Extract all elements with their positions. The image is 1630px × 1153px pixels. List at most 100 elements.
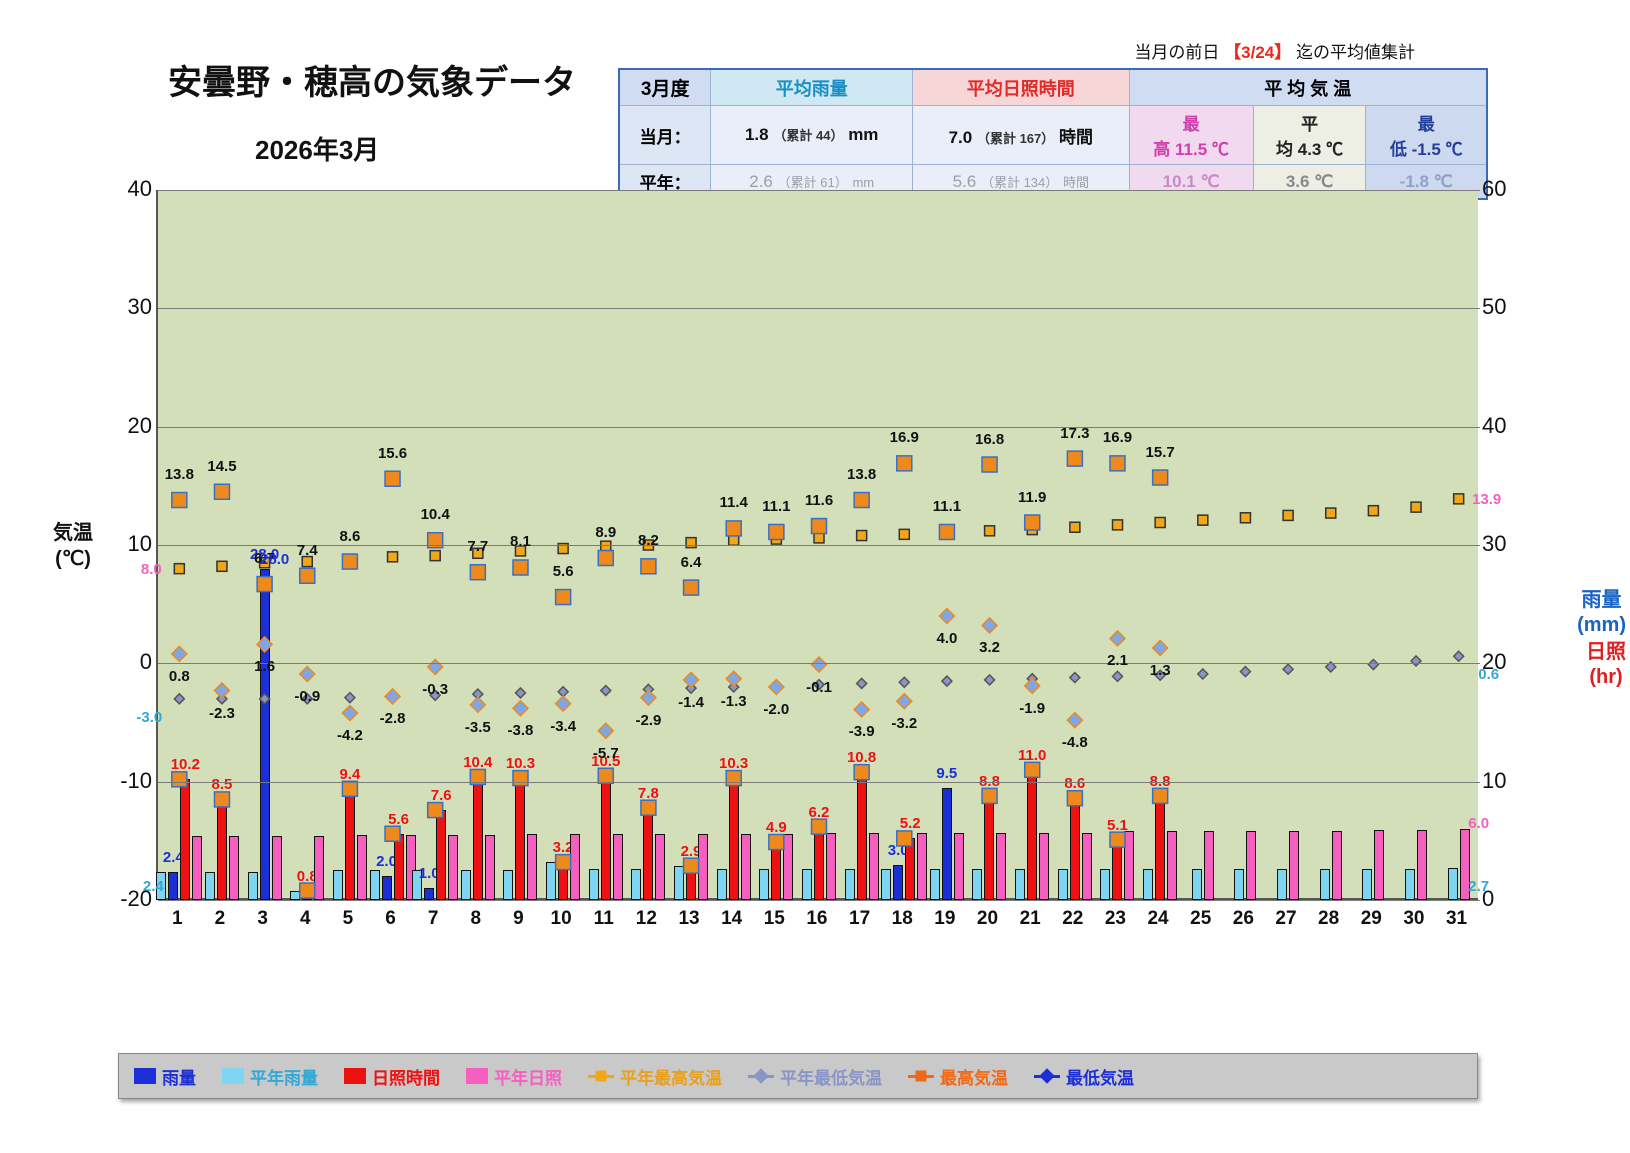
min-temp-marker-day-13[interactable] (684, 672, 699, 687)
avg-max-temp-marker-day-28[interactable] (1326, 508, 1336, 518)
sun-temp-overlay-line-marker-day-5[interactable] (342, 781, 357, 796)
min-temp-marker-day-21[interactable] (1025, 678, 1040, 693)
min-temp-marker-day-24[interactable] (1153, 640, 1168, 655)
avg-min-temp-marker-day-11[interactable] (601, 686, 611, 696)
avg-max-temp-marker-day-7[interactable] (430, 551, 440, 561)
sun-temp-overlay-line-marker-day-23[interactable] (1110, 832, 1125, 847)
avg-max-temp-marker-day-26[interactable] (1240, 513, 1250, 523)
min-temp-marker-day-5[interactable] (342, 706, 357, 721)
max-temp-marker-day-9[interactable] (513, 560, 528, 575)
avg-max-temp-marker-day-29[interactable] (1368, 506, 1378, 516)
max-temp-marker-day-6[interactable] (385, 471, 400, 486)
sun-temp-overlay-line-marker-day-4[interactable] (300, 883, 315, 898)
min-temp-marker-day-18[interactable] (897, 694, 912, 709)
max-temp-marker-day-21[interactable] (1025, 515, 1040, 530)
avg-min-temp-marker-day-19[interactable] (942, 676, 952, 686)
min-temp-marker-day-1[interactable] (172, 646, 187, 661)
sun-temp-overlay-line-marker-day-9[interactable] (513, 771, 528, 786)
min-temp-marker-day-22[interactable] (1067, 713, 1082, 728)
max-temp-marker-day-2[interactable] (214, 484, 229, 499)
avg-max-temp-marker-day-25[interactable] (1198, 515, 1208, 525)
avg-max-temp-marker-day-30[interactable] (1411, 502, 1421, 512)
avg-min-temp-marker-day-5[interactable] (345, 693, 355, 703)
avg-min-temp-marker-day-27[interactable] (1283, 664, 1293, 674)
avg-min-temp-marker-day-23[interactable] (1113, 671, 1123, 681)
sun-temp-overlay-line-marker-day-13[interactable] (684, 858, 699, 873)
sun-temp-overlay-line-marker-day-7[interactable] (428, 803, 443, 818)
avg-min-temp-marker-day-22[interactable] (1070, 673, 1080, 683)
max-temp-marker-day-4[interactable] (300, 568, 315, 583)
sun-temp-overlay-line-marker-day-12[interactable] (641, 800, 656, 815)
avg-max-temp-marker-day-14[interactable] (729, 535, 739, 545)
avg-min-temp-marker-day-20[interactable] (985, 675, 995, 685)
min-temp-marker-day-2[interactable] (214, 683, 229, 698)
min-temp-marker-day-17[interactable] (854, 702, 869, 717)
min-temp-marker-day-9[interactable] (513, 701, 528, 716)
max-temp-marker-day-11[interactable] (598, 551, 613, 566)
sun-temp-overlay-line-marker-day-21[interactable] (1025, 762, 1040, 777)
sun-temp-overlay-line-marker-day-2[interactable] (214, 792, 229, 807)
avg-min-temp-marker-day-18[interactable] (899, 677, 909, 687)
max-temp-marker-day-8[interactable] (470, 565, 485, 580)
min-temp-marker-day-3[interactable] (257, 637, 272, 652)
avg-min-temp-marker-day-30[interactable] (1411, 656, 1421, 666)
min-temp-marker-day-8[interactable] (470, 697, 485, 712)
min-temp-marker-day-12[interactable] (641, 690, 656, 705)
avg-max-temp-marker-day-24[interactable] (1155, 518, 1165, 528)
avg-max-temp-marker-day-1[interactable] (174, 564, 184, 574)
max-temp-marker-day-1[interactable] (172, 493, 187, 508)
avg-max-temp-marker-day-23[interactable] (1113, 520, 1123, 530)
sun-temp-overlay-line-marker-day-14[interactable] (726, 771, 741, 786)
min-temp-marker-day-7[interactable] (428, 659, 443, 674)
min-temp-marker-day-14[interactable] (726, 671, 741, 686)
avg-min-temp-marker-day-29[interactable] (1368, 660, 1378, 670)
avg-max-temp-marker-day-16[interactable] (814, 533, 824, 543)
max-temp-marker-day-19[interactable] (939, 524, 954, 539)
min-temp-marker-day-4[interactable] (300, 666, 315, 681)
avg-min-temp-marker-day-26[interactable] (1240, 667, 1250, 677)
sun-temp-overlay-line-marker-day-16[interactable] (812, 819, 827, 834)
avg-min-temp-marker-day-1[interactable] (174, 694, 184, 704)
max-temp-marker-day-13[interactable] (684, 580, 699, 595)
sun-temp-overlay-line-marker-day-10[interactable] (556, 855, 571, 870)
sun-temp-overlay-line-marker-day-18[interactable] (897, 831, 912, 846)
max-temp-marker-day-16[interactable] (812, 519, 827, 534)
max-temp-marker-day-5[interactable] (342, 554, 357, 569)
avg-max-temp-marker-day-18[interactable] (899, 529, 909, 539)
avg-min-temp-marker-day-31[interactable] (1454, 651, 1464, 661)
sun-temp-overlay-line-marker-day-24[interactable] (1153, 788, 1168, 803)
max-temp-marker-day-23[interactable] (1110, 456, 1125, 471)
max-temp-marker-day-15[interactable] (769, 524, 784, 539)
avg-max-temp-marker-day-27[interactable] (1283, 510, 1293, 520)
sun-temp-overlay-line-marker-day-1[interactable] (172, 772, 187, 787)
avg-max-temp-marker-day-2[interactable] (217, 561, 227, 571)
min-temp-marker-day-10[interactable] (556, 696, 571, 711)
min-temp-marker-day-11[interactable] (598, 723, 613, 738)
min-temp-marker-day-19[interactable] (939, 609, 954, 624)
min-temp-marker-day-6[interactable] (385, 689, 400, 704)
max-temp-marker-day-22[interactable] (1067, 451, 1082, 466)
max-temp-marker-day-14[interactable] (726, 521, 741, 536)
avg-max-temp-marker-day-31[interactable] (1454, 494, 1464, 504)
min-temp-marker-day-20[interactable] (982, 618, 997, 633)
sun-temp-overlay-line-marker-day-22[interactable] (1067, 791, 1082, 806)
sun-temp-overlay-line-marker-day-6[interactable] (385, 826, 400, 841)
avg-max-temp-marker-day-13[interactable] (686, 538, 696, 548)
avg-max-temp-marker-day-6[interactable] (388, 552, 398, 562)
max-temp-marker-day-12[interactable] (641, 559, 656, 574)
avg-min-temp-marker-day-17[interactable] (857, 678, 867, 688)
avg-min-temp-marker-day-9[interactable] (515, 688, 525, 698)
avg-max-temp-marker-day-17[interactable] (857, 531, 867, 541)
max-temp-marker-day-24[interactable] (1153, 470, 1168, 485)
sun-temp-overlay-line-marker-day-17[interactable] (854, 765, 869, 780)
avg-max-temp-marker-day-11[interactable] (601, 541, 611, 551)
max-temp-marker-day-18[interactable] (897, 456, 912, 471)
min-temp-marker-day-16[interactable] (812, 657, 827, 672)
avg-min-temp-marker-day-25[interactable] (1198, 669, 1208, 679)
max-temp-marker-day-20[interactable] (982, 457, 997, 472)
max-temp-marker-day-17[interactable] (854, 493, 869, 508)
sun-temp-overlay-line-marker-day-20[interactable] (982, 788, 997, 803)
min-temp-marker-day-23[interactable] (1110, 631, 1125, 646)
avg-min-temp-marker-day-3[interactable] (260, 694, 270, 704)
max-temp-marker-day-3[interactable] (257, 577, 272, 592)
